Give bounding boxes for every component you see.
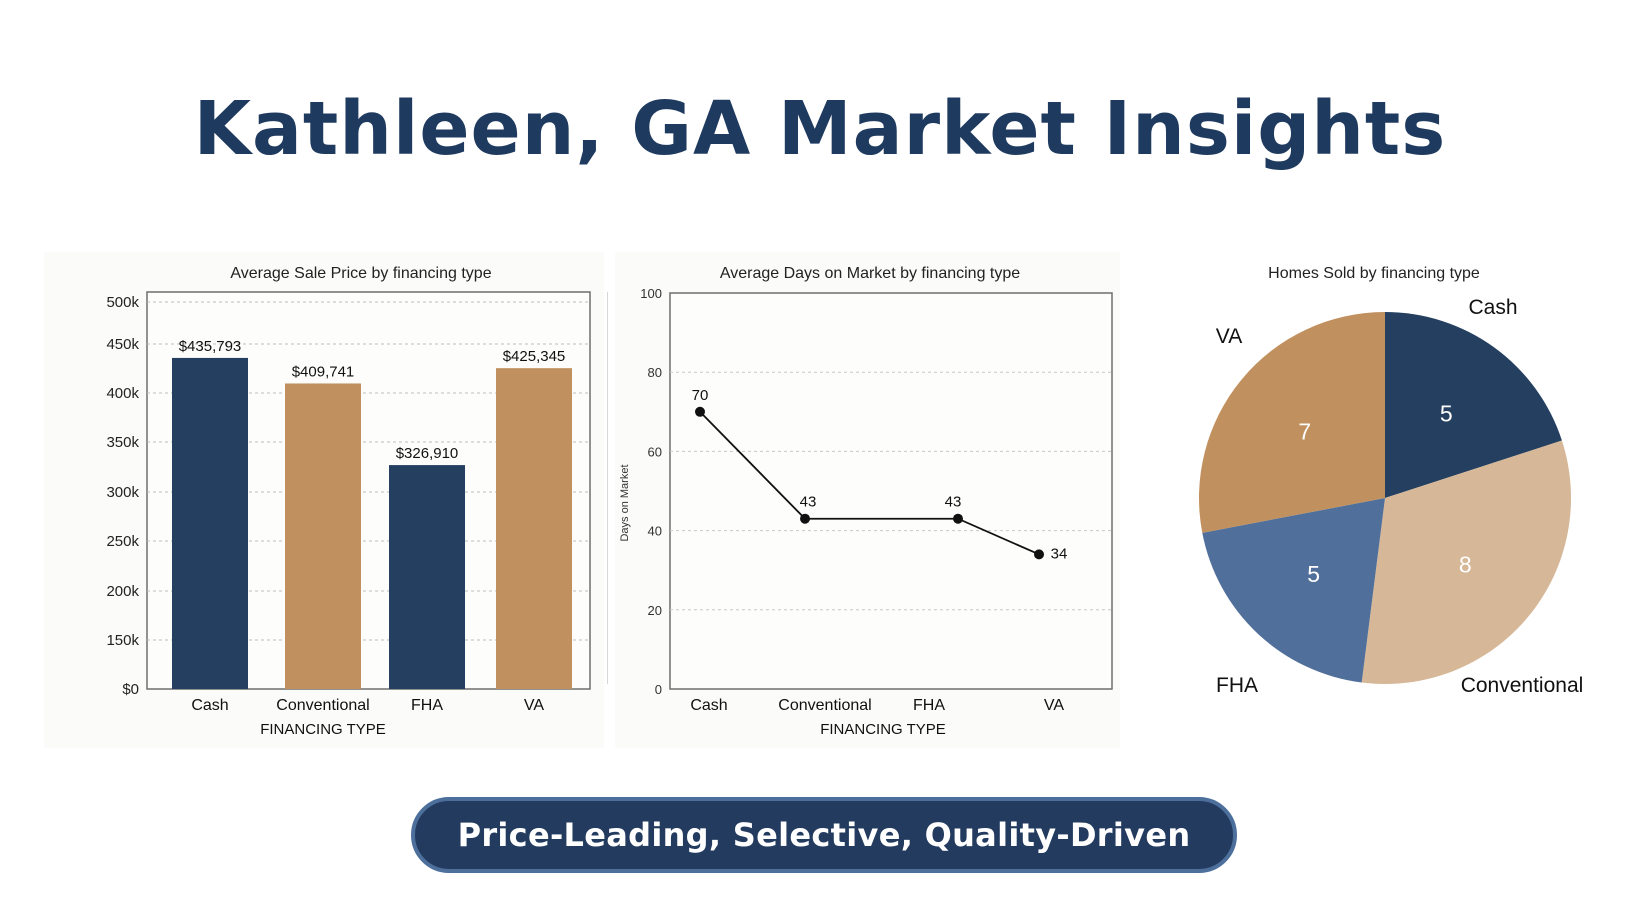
line-data-label: 70 — [692, 387, 709, 404]
bar-va — [496, 368, 572, 689]
bar-data-label: $409,741 — [292, 363, 355, 380]
pie-slice-cash — [1385, 312, 1562, 498]
bar-chart-y-tick-label: 200k — [106, 583, 139, 600]
line-point — [953, 513, 963, 524]
line-chart-x-tick-label: FHA — [913, 697, 945, 714]
pie-slice-label: Conventional — [1461, 674, 1584, 697]
line-chart-y-tick-label: 0 — [655, 682, 662, 697]
pie-slice-value: 5 — [1440, 401, 1453, 427]
line-chart-title: Average Days on Market by financing type — [720, 265, 1020, 282]
bar-chart-x-tick-label: Conventional — [276, 697, 369, 714]
bar-data-label: $326,910 — [396, 445, 459, 462]
bar-data-label: $425,345 — [503, 348, 566, 365]
page-title: Kathleen, GA Market Insights — [193, 86, 1447, 172]
bar-chart-y-tick-label: 150k — [106, 632, 139, 649]
pie-slice-label: Cash — [1468, 296, 1517, 319]
pie-slice-value: 7 — [1298, 419, 1311, 445]
bar-chart-y-tick-label: 250k — [106, 533, 139, 550]
tagline-banner: Price-Leading, Selective, Quality-Driven — [411, 797, 1237, 873]
line-chart-y-tick-label: 100 — [640, 286, 662, 301]
bar-cash — [172, 357, 248, 689]
line-data-label: 43 — [945, 494, 962, 511]
line-data-label: 43 — [800, 494, 817, 511]
bar-conventional — [285, 383, 361, 689]
line-chart-x-axis-title: FINANCING TYPE — [820, 721, 946, 738]
line-chart-plot-area — [669, 292, 1113, 690]
bar-chart-title: Average Sale Price by financing type — [230, 265, 491, 282]
bar-chart-y-tick-label: 450k — [106, 336, 139, 353]
pie-slice-conventional — [1361, 440, 1571, 684]
bar-chart-x-tick-label: Cash — [191, 697, 228, 714]
line-chart-y-tick-label: 80 — [648, 365, 662, 380]
pie-slice-value: 5 — [1307, 561, 1320, 587]
line-point — [1034, 549, 1044, 560]
line-chart-x-tick-label: Conventional — [778, 697, 871, 714]
pie-slice-value: 8 — [1459, 551, 1472, 577]
bar-chart-x-tick-label: FHA — [411, 697, 443, 714]
bar-chart-x-axis-title: FINANCING TYPE — [260, 721, 386, 738]
line-chart-y-tick-label: 20 — [648, 603, 662, 618]
bar-fha — [389, 465, 465, 689]
bar-chart-y-tick-label: 350k — [106, 434, 139, 451]
line-chart-y-tick-label: 40 — [648, 524, 662, 539]
bar-chart-x-tick-label: VA — [524, 697, 544, 714]
pie-chart-title: Homes Sold by financing type — [1268, 265, 1480, 282]
bar-data-label: $435,793 — [179, 338, 242, 355]
panel-divider — [607, 292, 608, 684]
bar-chart-y-tick-label: $0 — [122, 681, 139, 698]
line-chart-x-tick-label: Cash — [690, 697, 727, 714]
pie-slice-va — [1199, 311, 1385, 533]
pie-slice-fha — [1202, 498, 1385, 683]
line-point — [800, 513, 810, 524]
bar-chart-y-tick-label: 300k — [106, 484, 139, 501]
line-chart-y-tick-label: 60 — [648, 444, 662, 459]
bar-chart-y-tick-label: 500k — [106, 294, 139, 311]
line-data-label: 34 — [1051, 545, 1068, 562]
line-chart-x-tick-label: VA — [1044, 697, 1064, 714]
bar-chart-y-tick-label: 400k — [106, 385, 139, 402]
line-point — [695, 406, 705, 417]
line-series — [699, 411, 1040, 556]
line-chart-y-axis-title: Days on Market — [619, 464, 631, 541]
pie-slice-label: VA — [1216, 325, 1242, 348]
tagline-text: Price-Leading, Selective, Quality-Driven — [457, 816, 1191, 854]
pie-slice-label: FHA — [1216, 674, 1258, 697]
